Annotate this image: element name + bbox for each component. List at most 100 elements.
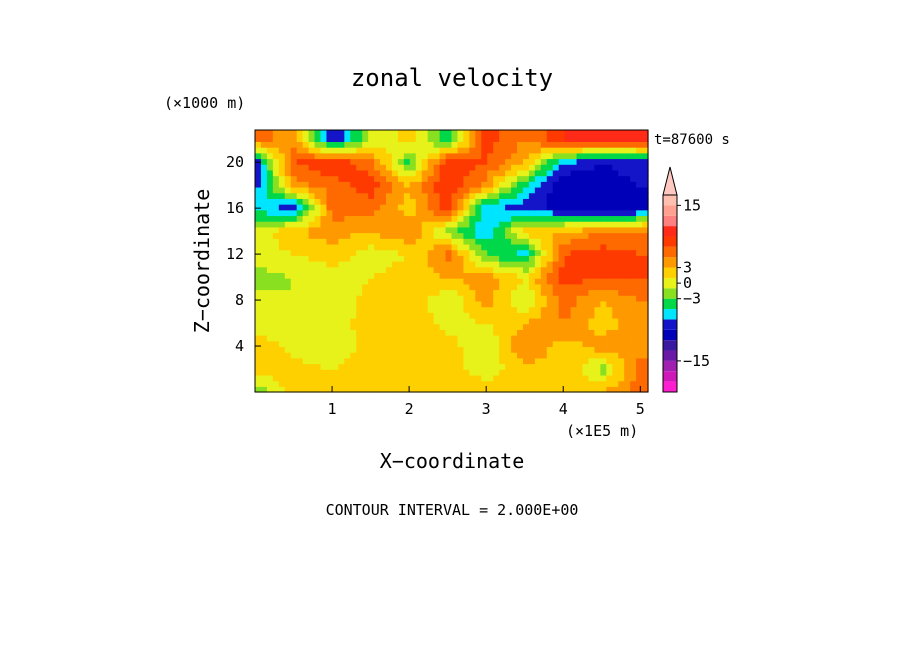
field-cell [308, 346, 316, 353]
field-cell [564, 169, 572, 177]
field-cell [356, 152, 363, 160]
field-cell [356, 221, 363, 228]
field-cell [630, 261, 637, 268]
field-cell [403, 340, 411, 348]
field-cell [576, 317, 584, 325]
field-cell [564, 329, 572, 336]
field-cell [350, 312, 357, 319]
field-cell [415, 249, 423, 256]
field-cell [415, 357, 423, 365]
field-cell [594, 312, 601, 319]
field-cell [564, 300, 572, 308]
field-cell [278, 278, 286, 285]
field-cell [403, 283, 411, 291]
field-cell [564, 135, 572, 142]
field-cell [332, 147, 339, 154]
field-cell [630, 147, 637, 154]
field-cell [302, 278, 310, 285]
field-cell [481, 283, 488, 291]
field-cell [344, 204, 351, 211]
field-cell [499, 249, 506, 256]
field-cell [308, 266, 316, 273]
field-cell [278, 340, 286, 348]
field-cell [481, 261, 488, 268]
field-cell [409, 335, 417, 342]
field-cell [284, 243, 292, 251]
field-cell [326, 198, 333, 205]
field-cell [612, 306, 619, 313]
field-cell [439, 312, 447, 319]
field-cell [618, 295, 625, 302]
field-cell [493, 369, 500, 376]
field-cell [481, 272, 488, 279]
field-cell [445, 312, 453, 319]
field-cell [332, 141, 339, 148]
field-cell [558, 215, 566, 222]
field-cell [427, 243, 435, 251]
field-cell [427, 198, 435, 205]
field-cell [469, 135, 476, 142]
colorbar-swatch [663, 226, 677, 237]
field-cell [278, 175, 286, 182]
field-cell [278, 198, 286, 205]
colorbar-swatch [663, 350, 677, 361]
field-cell [522, 186, 530, 194]
field-cell [326, 317, 333, 325]
field-cell [600, 363, 607, 370]
field-cell [362, 261, 369, 268]
field-cell [290, 266, 298, 273]
field-cell [427, 226, 435, 234]
field-cell [552, 283, 560, 291]
field-cell [350, 386, 357, 393]
field-cell [630, 169, 637, 177]
field-cell [409, 204, 417, 211]
field-cell [588, 374, 595, 382]
field-cell [284, 272, 292, 279]
field-cell [320, 283, 328, 291]
field-cell [368, 221, 375, 228]
field-cell [481, 164, 488, 171]
field-cell [255, 243, 262, 251]
field-cell [475, 352, 482, 359]
field-cell [391, 243, 399, 251]
field-cell [570, 289, 578, 296]
field-cell [344, 272, 351, 279]
field-cell [284, 164, 292, 171]
field-cell [272, 289, 280, 296]
field-cell [457, 300, 464, 308]
field-cell [451, 283, 459, 291]
field-cell [397, 204, 405, 211]
field-cell [338, 209, 345, 217]
field-cell [260, 198, 268, 205]
field-cell [260, 329, 268, 336]
field-cell [534, 323, 542, 330]
field-cell [272, 363, 280, 370]
field-cell [314, 335, 322, 342]
field-cell [314, 215, 322, 222]
field-cell [421, 283, 429, 291]
field-cell [266, 130, 274, 137]
field-cell [403, 312, 411, 319]
field-cell [606, 152, 613, 160]
field-cell [386, 266, 393, 273]
field-cell [260, 289, 268, 296]
field-cell [528, 209, 536, 217]
field-cell [415, 300, 423, 308]
field-cell [403, 272, 411, 279]
field-cell [415, 232, 423, 239]
field-cell [320, 181, 328, 188]
field-cell [582, 335, 590, 342]
field-cell [552, 272, 560, 279]
field-cell [600, 374, 607, 382]
field-cell [445, 147, 453, 154]
field-cell [427, 312, 435, 319]
field-cell [487, 300, 494, 308]
field-cell [290, 300, 298, 308]
field-cell [320, 317, 328, 325]
field-cell [582, 209, 590, 217]
field-cell [505, 147, 512, 154]
field-cell [487, 209, 494, 217]
field-cell [308, 278, 316, 285]
field-cell [338, 169, 345, 177]
